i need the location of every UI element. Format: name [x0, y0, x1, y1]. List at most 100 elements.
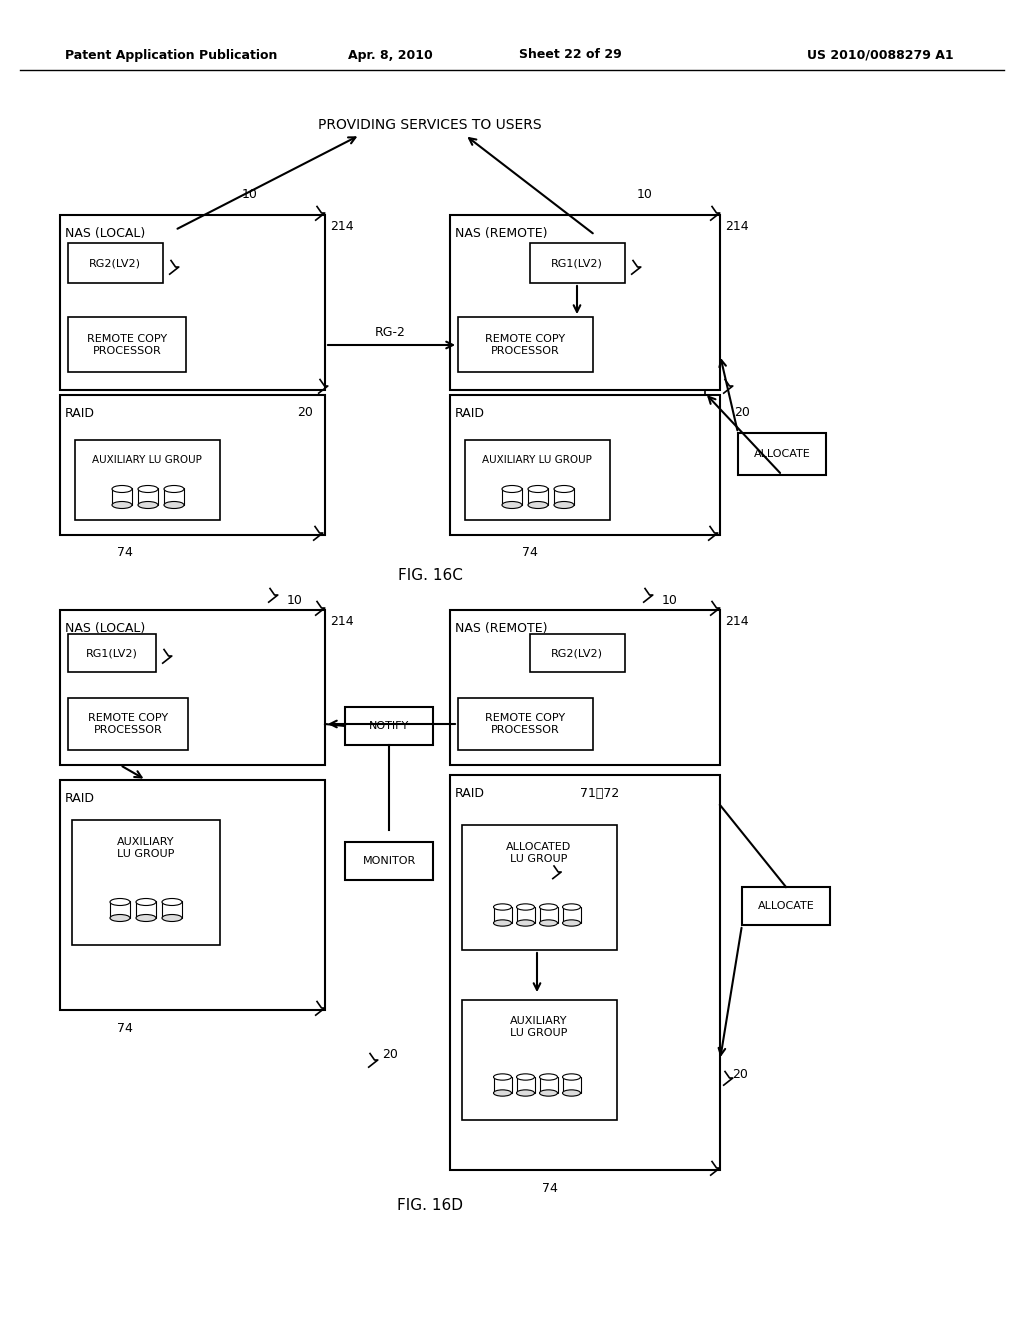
Bar	[738, 433, 826, 475]
Text: Patent Application Publication: Patent Application Publication	[65, 49, 278, 62]
Bar	[540, 907, 557, 923]
Bar	[462, 825, 617, 950]
Text: AUXILIARY LU GROUP: AUXILIARY LU GROUP	[92, 455, 202, 465]
Text: 74: 74	[117, 1022, 133, 1035]
Bar	[75, 440, 220, 520]
Ellipse shape	[136, 915, 156, 921]
Text: RG2(LV2): RG2(LV2)	[551, 648, 603, 657]
Bar	[516, 1077, 535, 1093]
Bar	[164, 488, 184, 506]
Bar	[60, 215, 325, 389]
Bar	[562, 1077, 581, 1093]
Ellipse shape	[540, 1090, 557, 1096]
Text: AUXILIARY
LU GROUP: AUXILIARY LU GROUP	[118, 837, 175, 858]
Bar	[465, 440, 610, 520]
Bar	[450, 395, 720, 535]
Ellipse shape	[528, 502, 548, 508]
Text: NAS (REMOTE): NAS (REMOTE)	[455, 622, 548, 635]
Text: 20: 20	[297, 405, 313, 418]
Ellipse shape	[554, 486, 574, 492]
Bar	[742, 887, 830, 925]
Bar	[450, 775, 720, 1170]
Bar	[68, 243, 163, 282]
Text: ALLOCATE: ALLOCATE	[758, 902, 814, 911]
Ellipse shape	[110, 915, 130, 921]
Ellipse shape	[516, 1074, 535, 1080]
Text: 74: 74	[542, 1181, 558, 1195]
Ellipse shape	[562, 920, 581, 927]
Text: RAID: RAID	[65, 792, 95, 805]
Text: 10: 10	[287, 594, 303, 606]
Bar	[540, 1077, 557, 1093]
Ellipse shape	[164, 502, 184, 508]
Text: RG2(LV2): RG2(LV2)	[89, 257, 141, 268]
Text: MONITOR: MONITOR	[362, 855, 416, 866]
Text: NAS (LOCAL): NAS (LOCAL)	[65, 622, 145, 635]
Text: AUXILIARY
LU GROUP: AUXILIARY LU GROUP	[510, 1016, 567, 1038]
Bar	[450, 610, 720, 766]
Text: REMOTE COPY
PROCESSOR: REMOTE COPY PROCESSOR	[87, 334, 167, 356]
Text: NOTIFY: NOTIFY	[369, 721, 410, 731]
Text: FIG. 16C: FIG. 16C	[397, 568, 463, 582]
Ellipse shape	[138, 502, 158, 508]
Bar	[68, 317, 186, 372]
Bar	[136, 902, 156, 917]
Ellipse shape	[516, 920, 535, 927]
Bar	[462, 1001, 617, 1119]
Text: 214: 214	[725, 220, 749, 234]
Ellipse shape	[554, 502, 574, 508]
Text: REMOTE COPY
PROCESSOR: REMOTE COPY PROCESSOR	[485, 713, 565, 735]
Text: RG-2: RG-2	[375, 326, 406, 338]
Text: 214: 214	[725, 615, 749, 628]
Text: REMOTE COPY
PROCESSOR: REMOTE COPY PROCESSOR	[88, 713, 168, 735]
Ellipse shape	[562, 904, 581, 911]
Bar	[554, 488, 574, 506]
Ellipse shape	[164, 486, 184, 492]
Text: 20: 20	[734, 405, 750, 418]
Ellipse shape	[494, 1090, 512, 1096]
Ellipse shape	[112, 502, 132, 508]
Bar	[494, 907, 512, 923]
Ellipse shape	[540, 1074, 557, 1080]
Text: RAID: RAID	[455, 407, 485, 420]
Ellipse shape	[516, 1090, 535, 1096]
Ellipse shape	[516, 904, 535, 911]
Ellipse shape	[138, 486, 158, 492]
Bar	[112, 488, 132, 506]
Bar	[72, 820, 220, 945]
Bar	[528, 488, 548, 506]
Text: RG1(LV2): RG1(LV2)	[551, 257, 603, 268]
Ellipse shape	[562, 1090, 581, 1096]
Bar	[68, 698, 188, 750]
Ellipse shape	[502, 486, 522, 492]
Ellipse shape	[162, 915, 182, 921]
Bar	[562, 907, 581, 923]
Bar	[502, 488, 522, 506]
Bar	[530, 634, 625, 672]
Text: ALLOCATED
LU GROUP: ALLOCATED LU GROUP	[507, 842, 571, 863]
Text: 214: 214	[330, 220, 353, 234]
Text: ALLOCATE: ALLOCATE	[754, 449, 810, 459]
Bar	[345, 842, 433, 880]
Text: 71、72: 71、72	[580, 787, 620, 800]
Text: NAS (REMOTE): NAS (REMOTE)	[455, 227, 548, 240]
Bar	[110, 902, 130, 917]
Ellipse shape	[494, 904, 512, 911]
Ellipse shape	[494, 920, 512, 927]
Text: 10: 10	[637, 189, 653, 202]
Ellipse shape	[110, 899, 130, 906]
Ellipse shape	[136, 899, 156, 906]
Text: Apr. 8, 2010: Apr. 8, 2010	[347, 49, 432, 62]
Bar	[494, 1077, 512, 1093]
Text: 214: 214	[330, 615, 353, 628]
Bar	[458, 317, 593, 372]
Ellipse shape	[540, 920, 557, 927]
Text: 20: 20	[382, 1048, 398, 1061]
Ellipse shape	[162, 899, 182, 906]
Bar	[458, 698, 593, 750]
Text: RAID: RAID	[455, 787, 485, 800]
Text: PROVIDING SERVICES TO USERS: PROVIDING SERVICES TO USERS	[318, 117, 542, 132]
Text: AUXILIARY LU GROUP: AUXILIARY LU GROUP	[482, 455, 592, 465]
Bar	[162, 902, 182, 917]
Bar	[138, 488, 158, 506]
